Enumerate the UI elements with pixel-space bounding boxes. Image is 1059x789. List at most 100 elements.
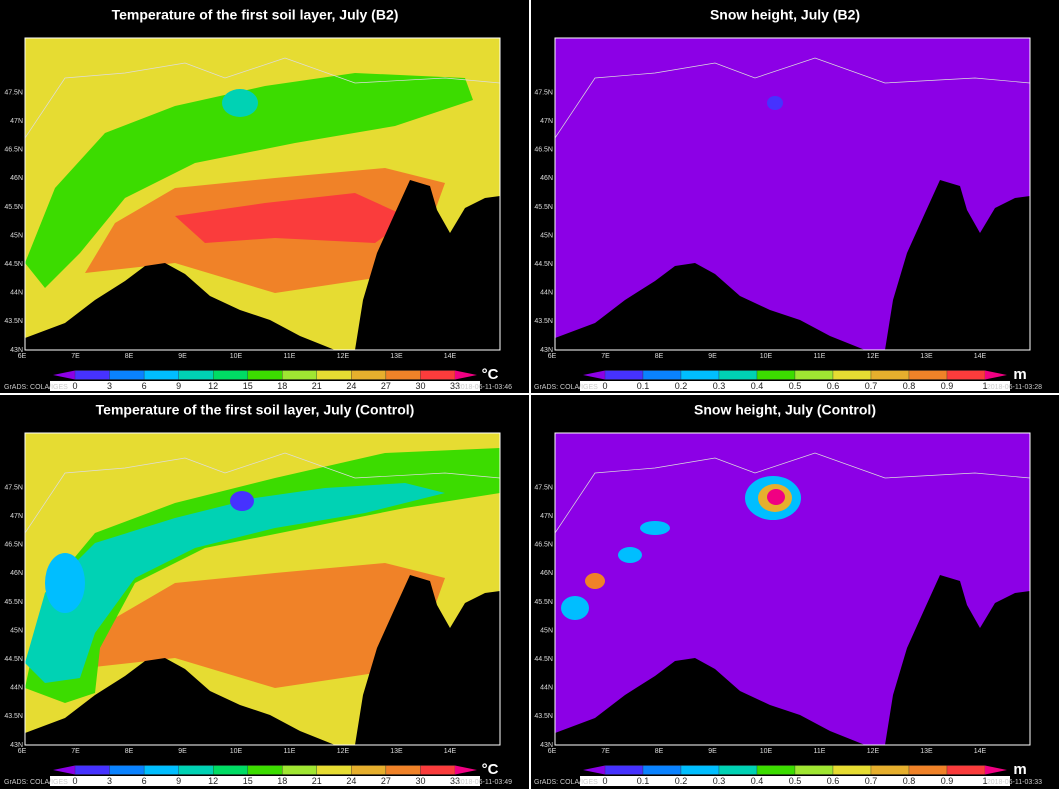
colorbar-tick: 6	[142, 776, 147, 786]
lat-label: 44N	[540, 685, 553, 692]
panel: Temperature of the first soil layer, Jul…	[4, 7, 512, 391]
lat-label: 46N	[540, 175, 553, 182]
colorbar-segment	[213, 765, 248, 775]
colorbar-tick: 3	[107, 381, 112, 391]
lat-label: 45.5N	[534, 599, 553, 606]
colorbar-segment	[718, 765, 758, 775]
lat-label: 47.5N	[4, 89, 23, 96]
lon-label: 10E	[760, 353, 773, 360]
lon-label: 14E	[444, 353, 457, 360]
unit: °C	[482, 761, 499, 778]
colorbar-tick: 0.3	[713, 776, 726, 786]
lat-label: 43.5N	[4, 318, 23, 325]
colorbar-segment	[385, 370, 421, 380]
colorbar-segment	[756, 370, 796, 380]
lon-label: 14E	[974, 353, 987, 360]
border	[554, 452, 1031, 534]
sea	[25, 263, 335, 350]
colorbar-segment	[604, 370, 644, 380]
sea	[355, 180, 500, 350]
lon-label: 7E	[71, 748, 80, 755]
map-frame	[24, 432, 501, 746]
map-field	[561, 596, 589, 620]
lat-label: 45N	[10, 627, 23, 634]
colorbar-segment	[213, 370, 248, 380]
lat-label: 46.5N	[534, 542, 553, 549]
lat-label: 47.5N	[534, 89, 553, 96]
colorbar-segment	[642, 370, 682, 380]
map-field	[175, 193, 410, 243]
timestamp: 2018-06-11-03:28	[987, 384, 1042, 391]
lon-label: 6E	[548, 353, 557, 360]
colorbar-tick: 0.8	[903, 776, 916, 786]
colorbar-segment	[946, 370, 986, 380]
panel: Snow height, July (B2) 6E 7E 8E 9E 10E 11E 12E 1…	[534, 7, 1042, 391]
colorbar-tick: 0.9	[941, 381, 954, 391]
colorbar-segment	[946, 765, 986, 775]
lat-label: 47N	[10, 513, 23, 520]
colorbar-tick: 30	[415, 776, 425, 786]
colorbar-end	[455, 370, 477, 380]
map-field	[618, 547, 642, 563]
sea	[555, 263, 865, 350]
colorbar-tick: 0.1	[637, 381, 650, 391]
colorbar-tick: 33	[450, 776, 460, 786]
lon-label: 6E	[18, 748, 27, 755]
credit: GrADS: COLA/IGES	[534, 779, 598, 786]
timestamp: 2018-06-11-03:46	[457, 384, 512, 391]
lat-label: 44.5N	[534, 261, 553, 268]
colorbar-tick: 0	[602, 776, 607, 786]
lat-label: 45N	[10, 232, 23, 239]
colorbar-tick: 18	[277, 776, 287, 786]
colorbar-tick: 12	[208, 776, 218, 786]
lat-label: 44.5N	[534, 656, 553, 663]
lat-label: 44N	[10, 290, 23, 297]
label-strip	[50, 381, 480, 391]
colorbar-segment	[74, 765, 110, 775]
map-frame	[24, 37, 501, 351]
timestamp: 2018-06-11-03:49	[457, 779, 512, 786]
colorbar-segment	[316, 765, 352, 775]
map-field	[25, 73, 473, 288]
colorbar-segment	[109, 370, 145, 380]
colorbar-segment	[385, 765, 421, 775]
colorbar-segment	[908, 370, 948, 380]
label-strip	[580, 381, 1010, 391]
lon-label: 9E	[708, 353, 717, 360]
colorbar-tick: 21	[312, 381, 322, 391]
sea	[25, 658, 335, 745]
lon-label: 7E	[601, 748, 610, 755]
lat-label: 43.5N	[4, 713, 23, 720]
colorbar-tick: 18	[277, 381, 287, 391]
colorbar-segment	[351, 765, 387, 775]
colorbar-segment	[143, 370, 179, 380]
lon-label: 13E	[390, 748, 403, 755]
colorbar-end	[53, 765, 75, 775]
colorbar-tick: 0.2	[675, 776, 688, 786]
colorbar-tick: 0.6	[827, 381, 840, 391]
lat-label: 45.5N	[534, 204, 553, 211]
lon-label: 6E	[18, 353, 27, 360]
credit: GrADS: COLA/IGES	[4, 384, 68, 391]
lon-label: 8E	[655, 353, 664, 360]
lon-label: 8E	[655, 748, 664, 755]
lon-label: 10E	[230, 748, 243, 755]
colorbar-end	[583, 765, 605, 775]
map-field	[230, 491, 254, 511]
colorbar-end	[583, 370, 605, 380]
lon-label: 12E	[337, 353, 350, 360]
colorbar-segment	[604, 765, 644, 775]
panel-title: Temperature of the first soil layer, Jul…	[112, 7, 399, 23]
map-field	[45, 553, 85, 613]
panel-title: Temperature of the first soil layer, Jul…	[96, 402, 415, 418]
colorbar-tick: 9	[176, 776, 181, 786]
lat-label: 43N	[540, 742, 553, 749]
colorbar-segment	[794, 765, 834, 775]
map-field	[222, 89, 258, 117]
panel: Temperature of the first soil layer, Jul…	[4, 402, 512, 786]
colorbar-tick: 3	[107, 776, 112, 786]
colorbar-tick: 6	[142, 381, 147, 391]
sea	[885, 180, 1030, 350]
colorbar-tick: 0.3	[713, 381, 726, 391]
lon-label: 11E	[814, 748, 826, 755]
